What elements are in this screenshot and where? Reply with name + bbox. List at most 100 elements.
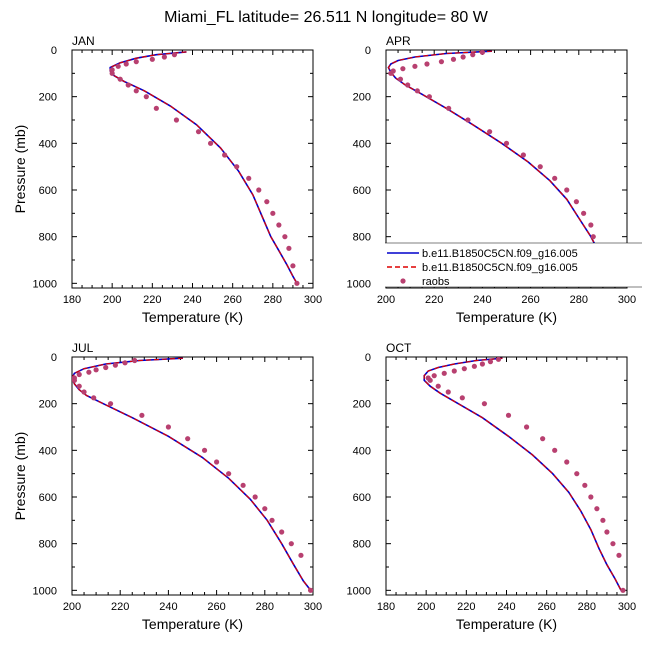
raobs-point — [298, 552, 304, 558]
legend-label: raobs — [422, 276, 450, 288]
y-tick-label: 0 — [365, 45, 371, 57]
raobs-point — [290, 263, 296, 269]
y-tick-label: 600 — [353, 185, 371, 197]
raobs-point — [412, 63, 418, 69]
panel-label: OCT — [386, 341, 412, 355]
raobs-point — [451, 368, 457, 374]
raobs-point — [573, 199, 579, 205]
raobs-point — [604, 529, 610, 535]
raobs-point — [262, 506, 268, 512]
raobs-point — [133, 88, 139, 94]
raobs-point — [610, 541, 616, 547]
raobs-point — [76, 371, 82, 378]
raobs-point — [270, 210, 276, 216]
x-tick-label: 240 — [473, 294, 491, 306]
panels-container: JAN 180 200 220 240 260 280 300 0 200 400 600 800 100… — [12, 34, 636, 632]
raobs-point — [588, 494, 594, 500]
x-tick-label: 260 — [521, 294, 539, 306]
raobs-point — [479, 50, 485, 55]
series-group — [109, 51, 300, 286]
raobs-point — [465, 117, 471, 123]
raobs-point — [441, 370, 447, 376]
raobs-point — [450, 56, 457, 62]
raobs-point — [214, 459, 220, 465]
raobs-point — [505, 412, 512, 418]
raobs-point — [459, 395, 465, 401]
raobs-point — [256, 187, 262, 193]
raobs-point — [165, 424, 171, 430]
y-tick-label: 400 — [39, 138, 57, 150]
panel-label: JAN — [72, 34, 95, 48]
raobs-point — [252, 494, 258, 500]
raobs-point — [201, 447, 208, 453]
panel-apr: APR 200 220 240 260 280 300 0 200 400 600 800 1000 Te… — [347, 34, 637, 325]
y-tick-label: 200 — [353, 399, 371, 411]
raobs-point — [122, 360, 128, 366]
x-tick-label: 280 — [264, 294, 282, 306]
x-axis-label: Temperature (K) — [142, 616, 243, 632]
raobs-point — [86, 369, 92, 375]
raobs-point — [388, 70, 394, 76]
series-group — [387, 50, 619, 286]
x-tick-label: 300 — [304, 601, 322, 613]
raobs-point — [487, 129, 493, 135]
model-line-solid — [72, 357, 312, 591]
model-line-dashed — [423, 357, 622, 591]
raobs-point — [246, 175, 252, 181]
x-tick-label: 180 — [63, 294, 81, 306]
x-tick-label: 260 — [537, 601, 555, 613]
y-tick-label: 400 — [39, 445, 57, 457]
raobs-point — [279, 529, 285, 535]
x-tick-label: 280 — [578, 601, 596, 613]
raobs-point — [222, 152, 228, 158]
raobs-point — [435, 383, 441, 389]
raobs-point — [72, 377, 78, 383]
series-group — [423, 357, 626, 593]
raobs-point — [523, 424, 530, 430]
raobs-point — [414, 88, 420, 94]
x-axis-label: Temperature (K) — [456, 309, 557, 325]
legend-label: b.e11.B1850C5CN.f09_g16.005 — [422, 248, 578, 260]
x-tick-label: 280 — [256, 601, 274, 613]
raobs-point — [460, 54, 466, 60]
raobs-point — [590, 234, 596, 240]
y-tick-label: 1000 — [33, 278, 57, 290]
model-line-solid — [423, 357, 622, 591]
plot-frame — [71, 356, 314, 596]
raobs-point — [125, 82, 131, 88]
raobs-point — [133, 59, 139, 65]
x-tick-label: 300 — [618, 294, 636, 306]
x-tick-label: 280 — [570, 294, 588, 306]
model-line-solid — [109, 51, 298, 284]
raobs-point — [115, 63, 121, 69]
legend: b.e11.B1850C5CN.f09_g16.005 b.e11.B1850C5… — [385, 242, 642, 288]
legend-background — [385, 243, 642, 287]
y-tick-label: 1000 — [347, 585, 371, 597]
raobs-point — [112, 362, 118, 368]
x-tick-label: 200 — [377, 294, 395, 306]
raobs-point — [117, 76, 123, 82]
y-tick-label: 800 — [353, 232, 371, 244]
raobs-point — [594, 506, 600, 512]
raobs-point — [91, 395, 97, 401]
y-tick-label: 200 — [39, 399, 57, 411]
x-tick-label: 200 — [417, 601, 435, 613]
raobs-point — [103, 364, 109, 371]
raobs-point — [537, 164, 543, 170]
raobs-point — [286, 245, 292, 251]
raobs-point — [446, 105, 452, 111]
raobs-point — [81, 389, 87, 395]
raobs-point — [207, 140, 214, 146]
raobs-point — [123, 61, 129, 67]
y-tick-label: 1000 — [33, 585, 57, 597]
raobs-point — [171, 52, 178, 58]
y-tick-label: 400 — [353, 445, 371, 457]
plot-frame — [71, 49, 314, 289]
raobs-point — [581, 210, 587, 216]
raobs-point — [470, 52, 476, 58]
raobs-point — [149, 56, 155, 62]
y-tick-label: 600 — [353, 492, 371, 504]
plot-frame — [385, 356, 628, 596]
x-tick-label: 240 — [159, 601, 177, 613]
